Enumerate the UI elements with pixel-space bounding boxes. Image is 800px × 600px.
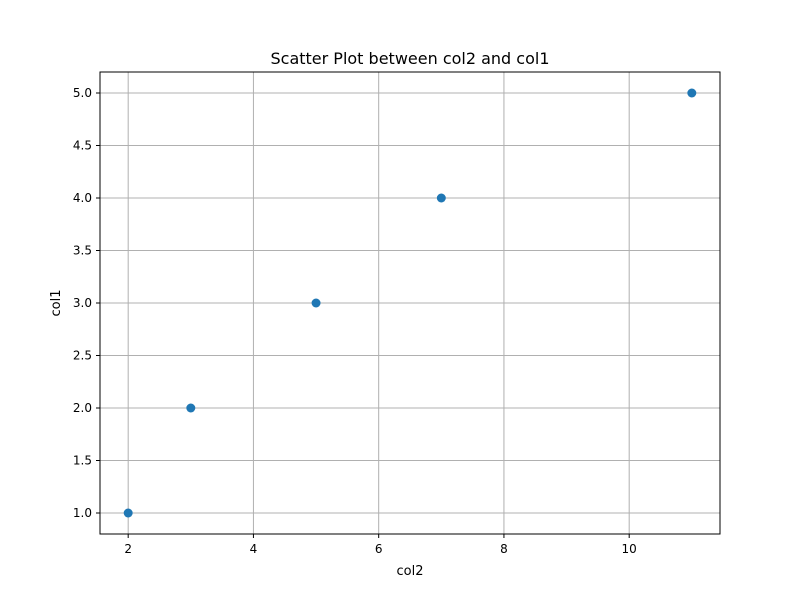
data-point — [186, 403, 196, 413]
y-tick-label: 3.5 — [73, 244, 92, 258]
chart-title: Scatter Plot between col2 and col1 — [270, 49, 549, 68]
y-tick-label: 1.5 — [73, 454, 92, 468]
data-point — [311, 298, 321, 308]
y-tick-label: 4.5 — [73, 139, 92, 153]
data-points — [123, 88, 697, 518]
data-point — [687, 88, 697, 98]
x-tick-label: 8 — [500, 542, 508, 556]
x-axis-label: col2 — [397, 564, 424, 579]
grid-lines — [100, 72, 720, 534]
y-tick-label: 4.0 — [73, 191, 92, 205]
y-tick-label: 1.0 — [73, 506, 92, 520]
axis-ticks: 2 4 6 8 10 1.0 1.5 2.0 2.5 3.0 3.5 4.0 4.5 5.0 — [73, 86, 637, 556]
y-tick-label: 2.0 — [73, 401, 92, 415]
x-tick-label: 2 — [124, 542, 132, 556]
x-tick-label: 4 — [250, 542, 258, 556]
y-tick-label: 2.5 — [73, 349, 92, 363]
data-point — [123, 508, 133, 518]
y-tick-label: 5.0 — [73, 86, 92, 100]
y-tick-label: 3.0 — [73, 296, 92, 310]
data-point — [436, 193, 446, 203]
x-tick-label: 6 — [375, 542, 383, 556]
y-axis-label: col1 — [49, 290, 64, 317]
x-tick-label: 10 — [622, 542, 637, 556]
